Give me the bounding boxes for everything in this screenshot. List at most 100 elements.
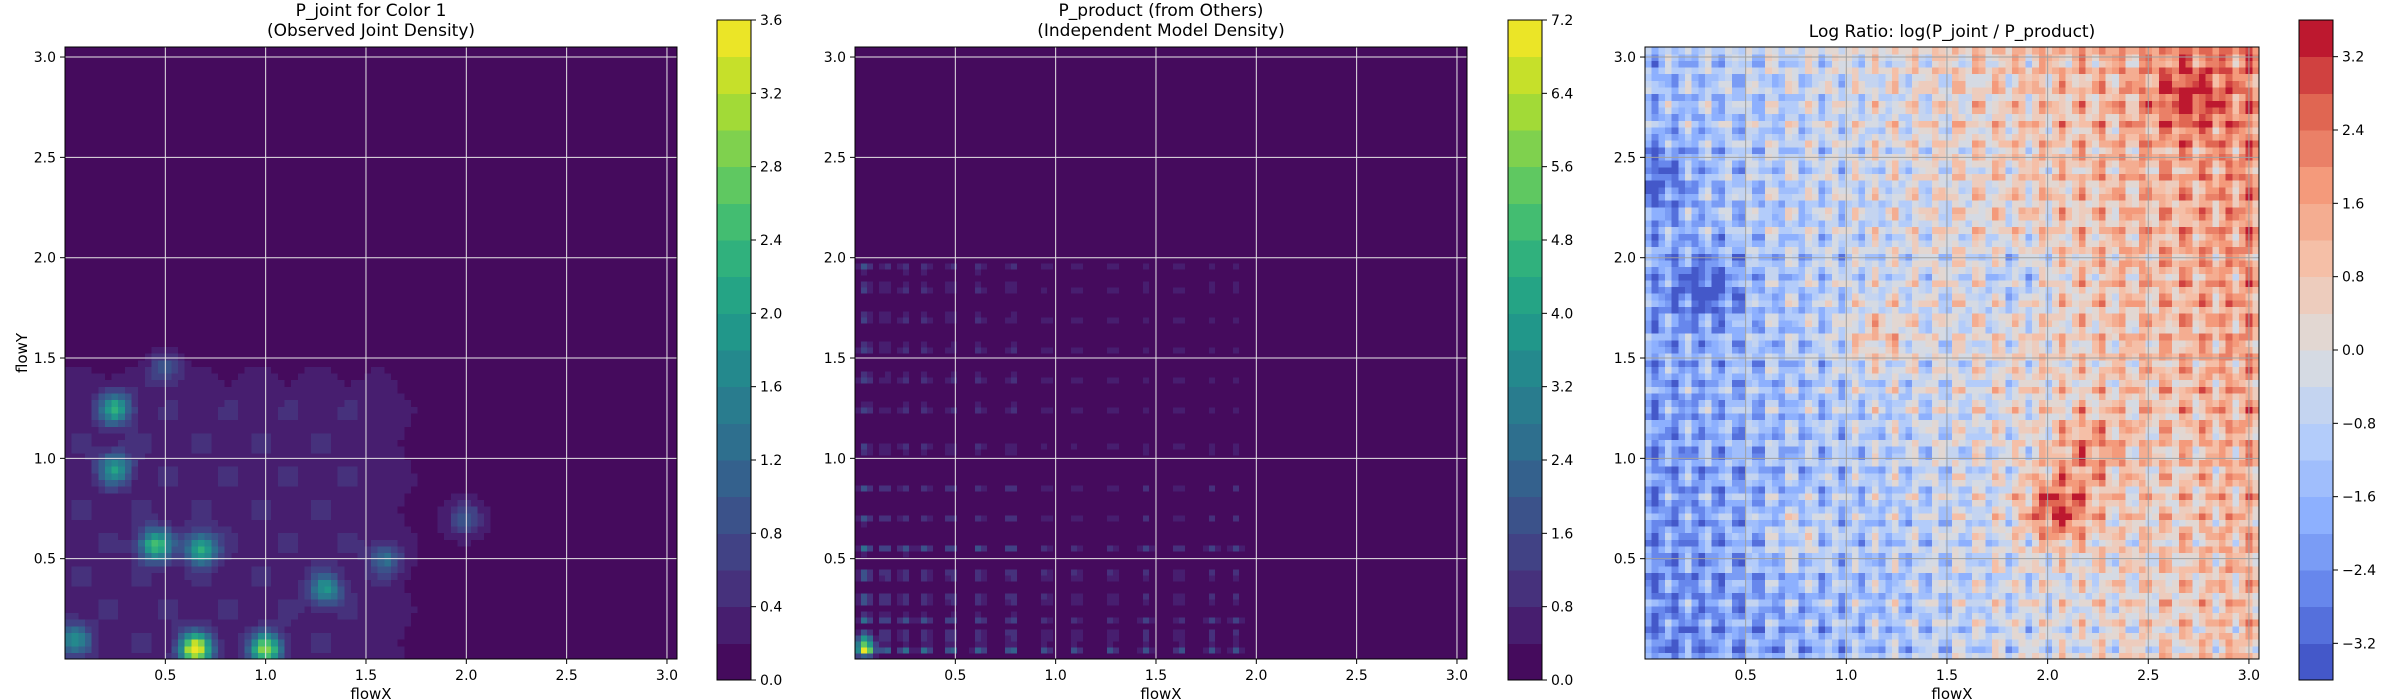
colorbar-segment xyxy=(717,93,751,130)
x-tick-label: 0.5 xyxy=(154,668,176,684)
y-tick-label: 0.5 xyxy=(824,552,846,568)
heatmap-field xyxy=(1645,47,2260,660)
colorbar-tick-label: −0.8 xyxy=(2342,416,2376,432)
y-tick-label: 3.0 xyxy=(824,50,846,66)
y-tick-label: 2.5 xyxy=(1614,150,1636,166)
colorbar-segment xyxy=(717,167,751,204)
colorbar-tick-label: 0.0 xyxy=(1551,673,1573,689)
colorbar-segment xyxy=(2299,313,2333,350)
colorbar-segment xyxy=(1508,277,1542,314)
colorbar-segment xyxy=(717,130,751,167)
colorbar-segment xyxy=(1508,533,1542,570)
y-tick-label: 3.0 xyxy=(1614,50,1636,66)
x-tick-label: 2.5 xyxy=(1346,668,1368,684)
x-tick-label: 2.0 xyxy=(2036,668,2058,684)
chart-subtitle: (Independent Model Density) xyxy=(1037,21,1285,41)
colorbar-segment xyxy=(2299,350,2333,387)
colorbar-segment xyxy=(717,643,751,680)
y-tick-label: 1.5 xyxy=(34,351,56,367)
colorbar-segment xyxy=(717,497,751,534)
colorbar-segment xyxy=(2299,533,2333,570)
colorbar-segment xyxy=(2299,130,2333,167)
colorbar-segment xyxy=(717,350,751,387)
x-tick-label: 0.5 xyxy=(944,668,966,684)
y-tick-label: 2.5 xyxy=(34,150,56,166)
colorbar-segment xyxy=(2299,570,2333,607)
colorbar-segment xyxy=(1508,240,1542,277)
colorbar-segment xyxy=(717,203,751,240)
y-tick-label: 1.5 xyxy=(1614,351,1636,367)
colorbar-tick-label: 1.6 xyxy=(760,380,782,396)
y-tick-label: 2.0 xyxy=(34,251,56,267)
colorbar-tick-label: 1.6 xyxy=(2342,196,2364,212)
x-tick-label: 2.5 xyxy=(2137,668,2159,684)
colorbar-tick-label: 3.6 xyxy=(760,13,782,29)
colorbar-segment xyxy=(1508,313,1542,350)
colorbar-tick-label: 3.2 xyxy=(1551,380,1573,396)
subplot-2: 0.5 1.0 1.5 2.0 2.5 3.00.51.01.52.02.53.0P_pr… xyxy=(824,1,1574,700)
colorbar-segment xyxy=(717,460,751,497)
colorbar-segment xyxy=(2299,203,2333,240)
colorbar-tick-label: 3.2 xyxy=(760,86,782,102)
subplot-1: 0.5 1.0 1.5 2.0 2.5 3.00.51.01.52.02.53.0P_jo… xyxy=(13,1,782,700)
y-tick-label: 2.5 xyxy=(824,150,846,166)
x-axis-label: flowX xyxy=(1140,685,1181,700)
colorbar-segment xyxy=(1508,167,1542,204)
colorbar-segment xyxy=(717,240,751,277)
colorbar-segment xyxy=(717,533,751,570)
x-tick-label: 1.0 xyxy=(1045,668,1067,684)
colorbar-segment xyxy=(2299,277,2333,314)
colorbar-segment xyxy=(2299,643,2333,680)
colorbar-segment xyxy=(717,313,751,350)
y-tick-label: 2.0 xyxy=(824,251,846,267)
colorbar-tick-label: 3.2 xyxy=(2342,50,2364,66)
x-tick-label: 3.0 xyxy=(2238,668,2260,684)
subplot-3: 0.5 1.0 1.5 2.0 2.5 3.00.51.01.52.02.53.0Log … xyxy=(1614,20,2376,700)
colorbar-tick-label: 2.8 xyxy=(760,160,782,176)
x-tick-label: 2.0 xyxy=(1245,668,1267,684)
colorbar: 0.00.81.62.43.24.04.85.66.47.2 xyxy=(1508,13,1573,689)
colorbar-segment xyxy=(717,387,751,424)
colorbar-tick-label: 7.2 xyxy=(1551,13,1573,29)
colorbar-segment xyxy=(1508,460,1542,497)
y-axis-label: flowY xyxy=(13,332,31,373)
colorbar-segment xyxy=(1508,387,1542,424)
colorbar-tick-label: 0.8 xyxy=(1551,600,1573,616)
y-tick-label: 1.0 xyxy=(824,451,846,467)
colorbar-segment xyxy=(1508,423,1542,460)
chart-title: Log Ratio: log(P_joint / P_product) xyxy=(1809,22,2095,42)
colorbar-segment xyxy=(2299,240,2333,277)
colorbar-tick-label: 2.0 xyxy=(760,306,782,322)
colorbar-tick-label: −3.2 xyxy=(2342,636,2376,652)
colorbar-segment xyxy=(2299,460,2333,497)
colorbar-tick-label: −1.6 xyxy=(2342,490,2376,506)
colorbar-tick-label: 0.8 xyxy=(2342,270,2364,286)
x-axis-label: flowX xyxy=(1931,685,1972,700)
x-tick-label: 2.0 xyxy=(455,668,477,684)
colorbar-segment xyxy=(1508,643,1542,680)
chart-subtitle: (Observed Joint Density) xyxy=(267,21,475,41)
heatmap-field xyxy=(855,47,1468,660)
colorbar-tick-label: 1.2 xyxy=(760,453,782,469)
colorbar-segment xyxy=(2299,387,2333,424)
colorbar-segment xyxy=(2299,607,2333,644)
heatmap-field xyxy=(65,47,678,660)
chart-title: P_joint for Color 1 xyxy=(296,1,447,21)
chart-title: P_product (from Others) xyxy=(1059,1,1264,21)
colorbar-segment xyxy=(717,607,751,644)
colorbar-tick-label: 2.4 xyxy=(2342,123,2364,139)
colorbar-segment xyxy=(1508,57,1542,94)
x-tick-label: 1.0 xyxy=(255,668,277,684)
colorbar-tick-label: 5.6 xyxy=(1551,160,1573,176)
colorbar-segment xyxy=(1508,497,1542,534)
x-tick-label: 2.5 xyxy=(556,668,578,684)
colorbar-tick-label: 6.4 xyxy=(1551,86,1573,102)
x-tick-label: 1.0 xyxy=(1835,668,1857,684)
colorbar-tick-label: 0.0 xyxy=(760,673,782,689)
colorbar-tick-label: 0.0 xyxy=(2342,343,2364,359)
colorbar-segment xyxy=(2299,93,2333,130)
colorbar-segment xyxy=(717,423,751,460)
colorbar-tick-label: 1.6 xyxy=(1551,526,1573,542)
colorbar-tick-label: −2.4 xyxy=(2342,563,2376,579)
x-tick-label: 1.5 xyxy=(1145,668,1167,684)
